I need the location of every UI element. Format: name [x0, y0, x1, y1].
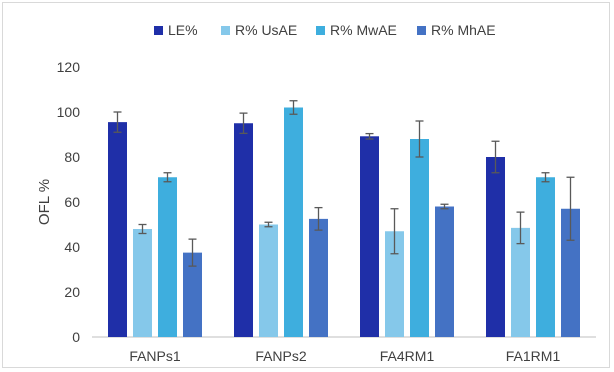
bar-le--fa4rm1	[360, 136, 379, 337]
legend-swatch	[417, 26, 426, 35]
x-category-label: FA1RM1	[506, 348, 561, 364]
y-axis-ticks: 0 20 40 60 80 100 120	[57, 59, 81, 345]
error-bar	[516, 211, 525, 245]
error-bar	[390, 208, 399, 255]
x-category-label: FA4RM1	[380, 348, 435, 364]
error-bar	[163, 172, 172, 183]
error-bar	[239, 112, 248, 135]
bar-r-usae-fanps1	[133, 229, 152, 337]
y-tick-label: 20	[64, 284, 80, 300]
legend-swatch	[221, 26, 230, 35]
bar-r-mhae-fa1rm1	[561, 208, 580, 337]
y-tick-label: 40	[64, 239, 80, 255]
bar-r-mwae-fa1rm1	[536, 177, 555, 337]
bar-r-usae-fa1rm1	[511, 227, 530, 337]
error-bars	[113, 100, 575, 267]
y-tick-label: 80	[64, 149, 80, 165]
error-bar	[440, 203, 449, 210]
bar-r-usae-fanps2	[259, 224, 278, 337]
y-tick-label: 0	[72, 329, 80, 345]
legend-label: LE%	[168, 22, 198, 38]
error-bar	[113, 111, 122, 133]
bar-r-usae-fa4rm1	[385, 231, 404, 337]
bar-r-mwae-fanps2	[284, 107, 303, 337]
error-bar	[415, 120, 424, 158]
legend-swatch	[316, 26, 325, 35]
y-axis-label: OFL %	[36, 179, 53, 225]
bars	[108, 107, 580, 337]
error-bar	[289, 100, 298, 115]
bar-r-mhae-fanps1	[183, 252, 202, 337]
legend-label: R% MhAE	[431, 22, 496, 38]
legend-label: R% UsAE	[235, 22, 297, 38]
x-category-label: FANPs2	[255, 348, 307, 364]
bar-r-mhae-fanps2	[309, 218, 328, 337]
bar-r-mwae-fa4rm1	[410, 139, 429, 337]
error-bar	[491, 140, 500, 174]
y-tick-label: 120	[57, 59, 81, 75]
y-tick-label: 60	[64, 194, 80, 210]
bar-r-mwae-fanps1	[158, 177, 177, 337]
bar-r-mhae-fa4rm1	[435, 206, 454, 337]
x-axis-categories: FANPs1 FANPs2 FA4RM1 FA1RM1	[129, 348, 560, 364]
error-bar	[365, 132, 374, 140]
error-bar	[566, 176, 575, 241]
legend-label: R% MwAE	[330, 22, 397, 38]
error-bar	[138, 223, 147, 235]
x-category-label: FANPs1	[129, 348, 181, 364]
error-bar	[541, 172, 550, 183]
error-bar	[188, 238, 197, 267]
y-tick-label: 100	[57, 104, 81, 120]
error-bar	[264, 221, 273, 228]
legend: LE% R% UsAE R% MwAE R% MhAE	[154, 22, 496, 38]
bar-le--fa1rm1	[486, 157, 505, 337]
chart-frame	[2, 2, 610, 368]
bar-le--fanps1	[108, 122, 127, 337]
error-bar	[314, 206, 323, 231]
legend-swatch	[154, 26, 163, 35]
bar-le--fanps2	[234, 123, 253, 337]
